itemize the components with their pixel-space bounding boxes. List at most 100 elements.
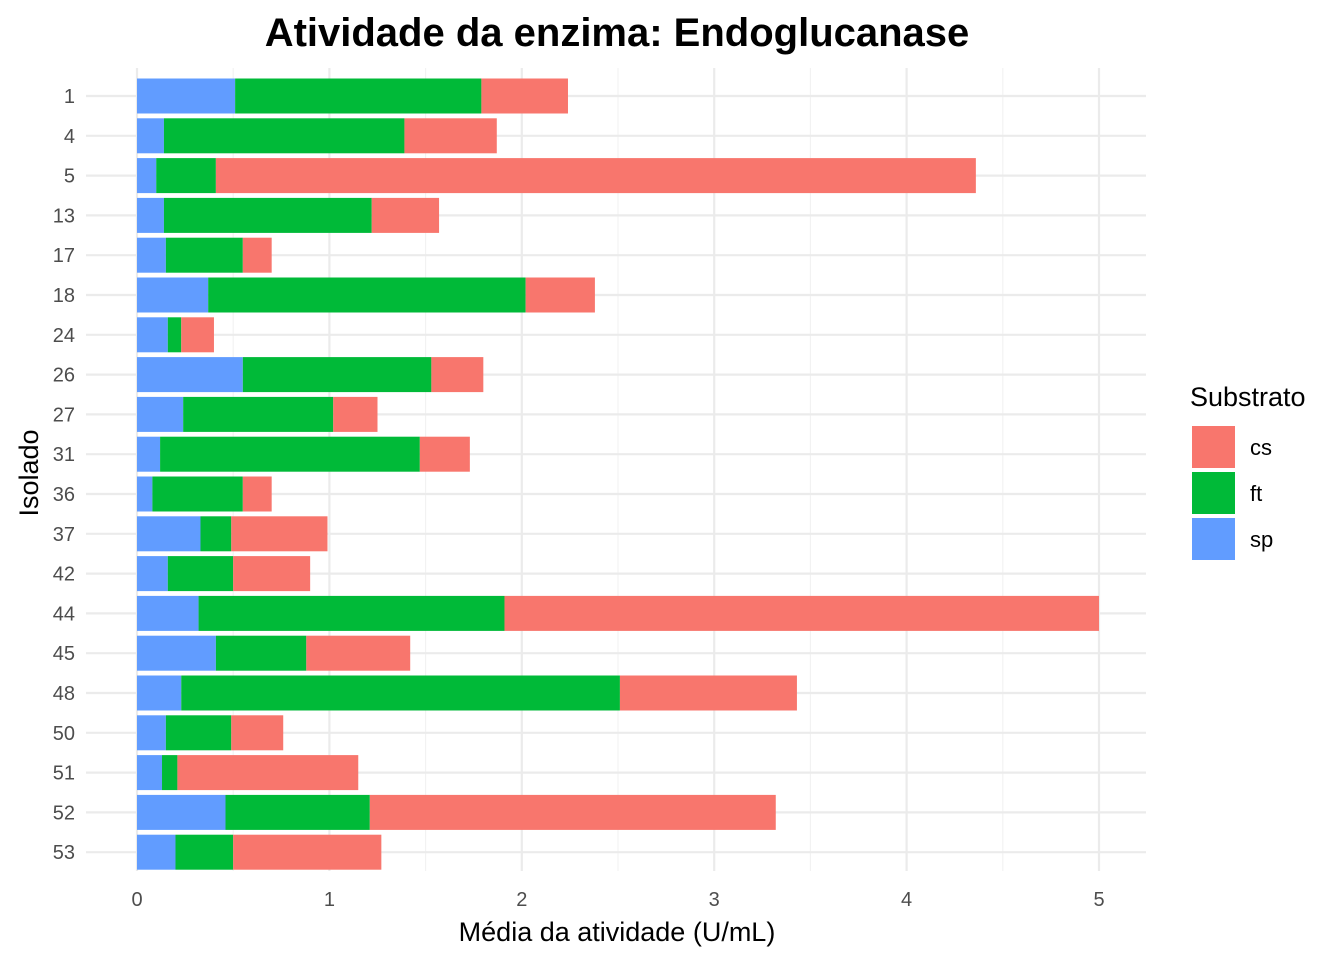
bar-sp-31 [137, 436, 161, 472]
bar-ft-13 [163, 197, 372, 233]
y-tick-label: 45 [53, 643, 75, 665]
bar-sp-26 [137, 357, 243, 393]
bar-ft-44 [198, 595, 505, 631]
bar-sp-37 [137, 516, 201, 552]
bar-cs-31 [419, 436, 470, 472]
bar-cs-53 [233, 834, 382, 870]
y-tick-label: 42 [53, 564, 75, 586]
bar-sp-4 [137, 118, 164, 154]
y-tick-label: 36 [53, 484, 75, 506]
y-axis-title: Isolado [14, 429, 44, 516]
x-tick-label: 2 [516, 889, 527, 911]
bar-sp-36 [137, 476, 153, 512]
bar-cs-17 [242, 237, 272, 273]
bar-sp-51 [137, 755, 163, 791]
legend-title: Substrato [1190, 382, 1306, 412]
y-tick-label: 24 [53, 325, 75, 347]
y-tick-label: 44 [53, 603, 75, 625]
y-tick-label: 26 [53, 365, 75, 387]
x-tick-label: 3 [709, 889, 720, 911]
x-tick-label: 1 [324, 889, 335, 911]
bar-cs-4 [404, 118, 497, 154]
bar-cs-52 [369, 794, 776, 830]
bar-ft-1 [235, 78, 482, 114]
bar-sp-42 [137, 556, 168, 592]
bar-ft-24 [167, 317, 182, 353]
y-tick-label: 4 [64, 126, 75, 148]
bar-cs-45 [306, 635, 411, 671]
bar-sp-13 [137, 197, 164, 233]
bar-cs-5 [215, 158, 976, 194]
bar-ft-52 [225, 794, 370, 830]
y-tick-label: 17 [53, 245, 75, 267]
x-tick-label: 5 [1093, 889, 1104, 911]
legend-label-cs: cs [1250, 435, 1272, 460]
bar-cs-50 [231, 715, 284, 751]
bar-cs-36 [242, 476, 272, 512]
y-tick-label: 31 [53, 444, 75, 466]
y-tick-label: 52 [53, 802, 75, 824]
bar-sp-5 [137, 158, 157, 194]
bar-sp-52 [137, 794, 226, 830]
y-tick-label: 1 [64, 86, 75, 108]
bar-sp-17 [137, 237, 166, 273]
bar-cs-51 [177, 755, 359, 791]
bar-cs-44 [504, 595, 1099, 631]
bar-sp-45 [137, 635, 216, 671]
bar-ft-37 [200, 516, 232, 552]
bar-sp-53 [137, 834, 176, 870]
bar-ft-48 [181, 675, 620, 711]
y-tick-label: 53 [53, 842, 75, 864]
bar-cs-18 [525, 277, 595, 313]
bar-ft-51 [162, 755, 178, 791]
bar-cs-13 [371, 197, 440, 233]
bar-ft-18 [208, 277, 526, 313]
legend-key-cs [1192, 426, 1235, 468]
y-tick-label: 37 [53, 524, 75, 546]
bar-ft-36 [152, 476, 243, 512]
bar-sp-50 [137, 715, 166, 751]
bar-ft-5 [156, 158, 216, 194]
y-tick-label: 27 [53, 404, 75, 426]
x-tick-labels: 0 1 2 3 4 5 [131, 889, 1104, 911]
bar-ft-45 [215, 635, 307, 671]
bar-sp-44 [137, 595, 199, 631]
y-tick-label: 5 [64, 166, 75, 188]
y-tick-label: 51 [53, 763, 75, 785]
legend: Substrato cs ft sp [1190, 382, 1306, 560]
bar-ft-26 [242, 357, 432, 393]
bar-cs-26 [431, 357, 484, 393]
bar-cs-37 [231, 516, 328, 552]
y-tick-label: 13 [53, 205, 75, 227]
bar-ft-50 [165, 715, 232, 751]
bar-cs-48 [619, 675, 797, 711]
bar-sp-27 [137, 396, 184, 432]
bar-sp-24 [137, 317, 168, 353]
y-tick-label: 48 [53, 683, 75, 705]
legend-key-ft [1192, 472, 1235, 514]
bar-ft-27 [183, 396, 334, 432]
grid [86, 68, 1146, 871]
legend-key-sp [1192, 518, 1235, 560]
y-tick-label: 18 [53, 285, 75, 307]
bar-cs-42 [233, 556, 311, 592]
chart-title: Atividade da enzima: Endoglucanase [265, 11, 970, 55]
bar-ft-31 [160, 436, 420, 472]
bar-ft-4 [163, 118, 405, 154]
x-tick-label: 4 [901, 889, 912, 911]
legend-label-sp: sp [1250, 527, 1273, 552]
bar-ft-53 [175, 834, 234, 870]
bar-sp-1 [137, 78, 236, 114]
bar-cs-1 [481, 78, 568, 114]
legend-label-ft: ft [1250, 481, 1262, 506]
bar-ft-17 [165, 237, 243, 273]
y-tick-label: 50 [53, 723, 75, 745]
bar-sp-18 [137, 277, 209, 313]
bar-ft-42 [167, 556, 234, 592]
bar-sp-48 [137, 675, 182, 711]
x-axis-title: Média da atividade (U/mL) [459, 917, 776, 947]
bar-cs-24 [181, 317, 214, 353]
bar-cs-27 [333, 396, 378, 432]
